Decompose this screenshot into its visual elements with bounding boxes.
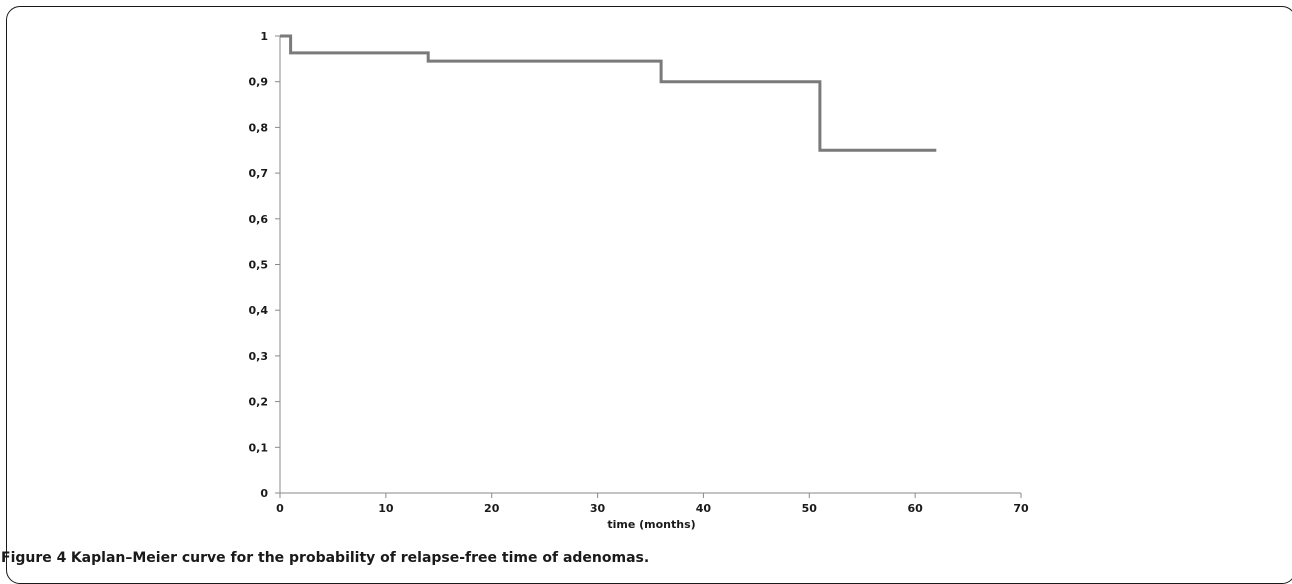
x-tick-label: 0 xyxy=(276,502,284,515)
x-tick-label: 10 xyxy=(378,502,394,515)
x-tick-label: 30 xyxy=(590,502,606,515)
y-tick-label: 0,7 xyxy=(249,167,269,180)
y-tick-label: 0,2 xyxy=(249,396,269,409)
y-tick-label: 0 xyxy=(260,487,268,500)
y-tick-label: 0,4 xyxy=(249,304,269,317)
x-tick-label: 40 xyxy=(696,502,712,515)
y-tick-label: 0,3 xyxy=(249,350,269,363)
x-tick-label: 50 xyxy=(802,502,818,515)
x-axis-title: time (months) xyxy=(607,518,695,531)
y-tick-label: 0,9 xyxy=(249,76,269,89)
x-axis: 0 10 20 30 40 50 60 70 xyxy=(276,492,1029,515)
survival-curve xyxy=(280,34,937,152)
y-tick-label: 0,1 xyxy=(249,441,269,454)
figure-caption: Figure 4 Kaplan–Meier curve for the prob… xyxy=(1,550,649,566)
series-group xyxy=(280,34,937,152)
y-axis: 0 0,1 0,2 0,3 0,4 0,5 0,6 0,7 0,8 0,9 1 xyxy=(249,30,281,500)
figure-caption-text: Kaplan–Meier curve for the probability o… xyxy=(70,550,650,566)
y-tick-label: 0,6 xyxy=(249,213,269,226)
y-tick-label: 0,5 xyxy=(249,259,269,272)
figure-label: Figure 4 xyxy=(1,550,67,566)
x-tick-label: 60 xyxy=(907,502,923,515)
x-tick-label: 20 xyxy=(484,502,500,515)
x-tick-label: 70 xyxy=(1013,502,1029,515)
y-tick-label: 1 xyxy=(260,30,268,43)
kaplan-meier-chart: 0 0,1 0,2 0,3 0,4 0,5 0,6 0,7 0,8 0,9 1 0 10 20 30 40 5… xyxy=(249,30,1029,531)
y-tick-label: 0,8 xyxy=(249,121,269,134)
